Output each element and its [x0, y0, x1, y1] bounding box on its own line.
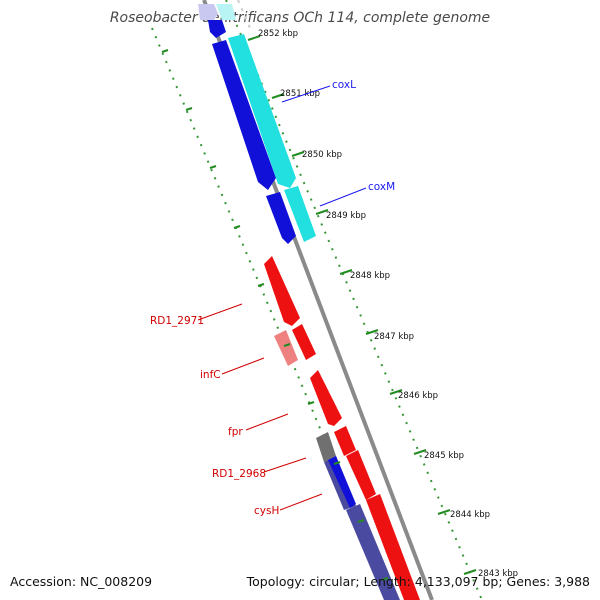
- accession-footer: Accession: NC_008209: [10, 574, 153, 589]
- gene-RD1_2968-gray[interactable]: [316, 432, 336, 462]
- tick-label-2848: 2848 kbp: [350, 271, 390, 281]
- gene-label-text-fpr: fpr: [228, 426, 243, 438]
- tick-dotted-guide: [225, 0, 483, 600]
- gene-coxM-blue[interactable]: [266, 192, 296, 244]
- tick-label-2850: 2850 kbp: [302, 150, 342, 160]
- gene-label-RD1_2968[interactable]: RD1_2968: [212, 457, 307, 480]
- gene-coxM-cyan[interactable]: [284, 186, 316, 242]
- gene-label-text-RD1_2968: RD1_2968: [212, 468, 266, 480]
- topology-footer: Topology: circular; Length: 4,133,097 bp…: [246, 574, 590, 589]
- gene-label-text-infC: infC: [200, 369, 221, 381]
- tick-label-2847: 2847 kbp: [374, 332, 414, 342]
- gene-label-text-coxM: coxM: [368, 181, 395, 193]
- gene-bottom-navy[interactable]: [346, 504, 400, 600]
- gene-coxL-blue[interactable]: [212, 40, 276, 190]
- gene-RD1_2971[interactable]: [264, 256, 300, 326]
- tick-label-2852: 2852 kbp: [258, 29, 298, 39]
- gene-label-RD1_2971[interactable]: RD1_2971: [150, 303, 243, 327]
- gene-coxL-cyan[interactable]: [228, 34, 296, 188]
- gene-infC-neighbor[interactable]: [292, 324, 316, 360]
- tick-label-2849: 2849 kbp: [326, 211, 366, 221]
- gene-cysH-neighbor[interactable]: [346, 450, 376, 500]
- gene-label-text-RD1_2971: RD1_2971: [150, 315, 204, 327]
- top-faint-guide: [237, 0, 251, 29]
- gene-bottom-red[interactable]: [366, 494, 420, 600]
- gene-top-pale-left[interactable]: [198, 4, 218, 20]
- gene-label-coxM[interactable]: coxM: [319, 181, 395, 207]
- gene-label-cysH[interactable]: cysH: [254, 493, 323, 517]
- gene-label-text-cysH: cysH: [254, 505, 279, 517]
- gene-features: [198, 4, 420, 600]
- gene-top-pale-right[interactable]: [216, 4, 236, 20]
- gene-RD1_2968[interactable]: [334, 426, 356, 456]
- tick-label-2844: 2844 kbp: [450, 510, 490, 520]
- tick-label-2851: 2851 kbp: [280, 89, 320, 99]
- gene-label-coxL[interactable]: coxL: [281, 79, 356, 103]
- tick-label-2846: 2846 kbp: [398, 391, 438, 401]
- gene-top-blue-arrow[interactable]: [208, 20, 226, 38]
- tick-label-2845: 2845 kbp: [424, 451, 464, 461]
- tick-label-2843: 2843 kbp: [478, 569, 518, 579]
- gene-label-fpr[interactable]: fpr: [228, 413, 289, 438]
- gene-label-infC[interactable]: infC: [200, 357, 265, 381]
- gene-label-text-coxL: coxL: [332, 79, 356, 91]
- kbp-ticks: 2852 kbp 2851 kbp 2850 kbp 2849 kbp 2848…: [161, 29, 518, 581]
- gene-infC[interactable]: [274, 330, 298, 366]
- gene-fpr[interactable]: [310, 370, 342, 426]
- gene-cysH[interactable]: [328, 456, 356, 508]
